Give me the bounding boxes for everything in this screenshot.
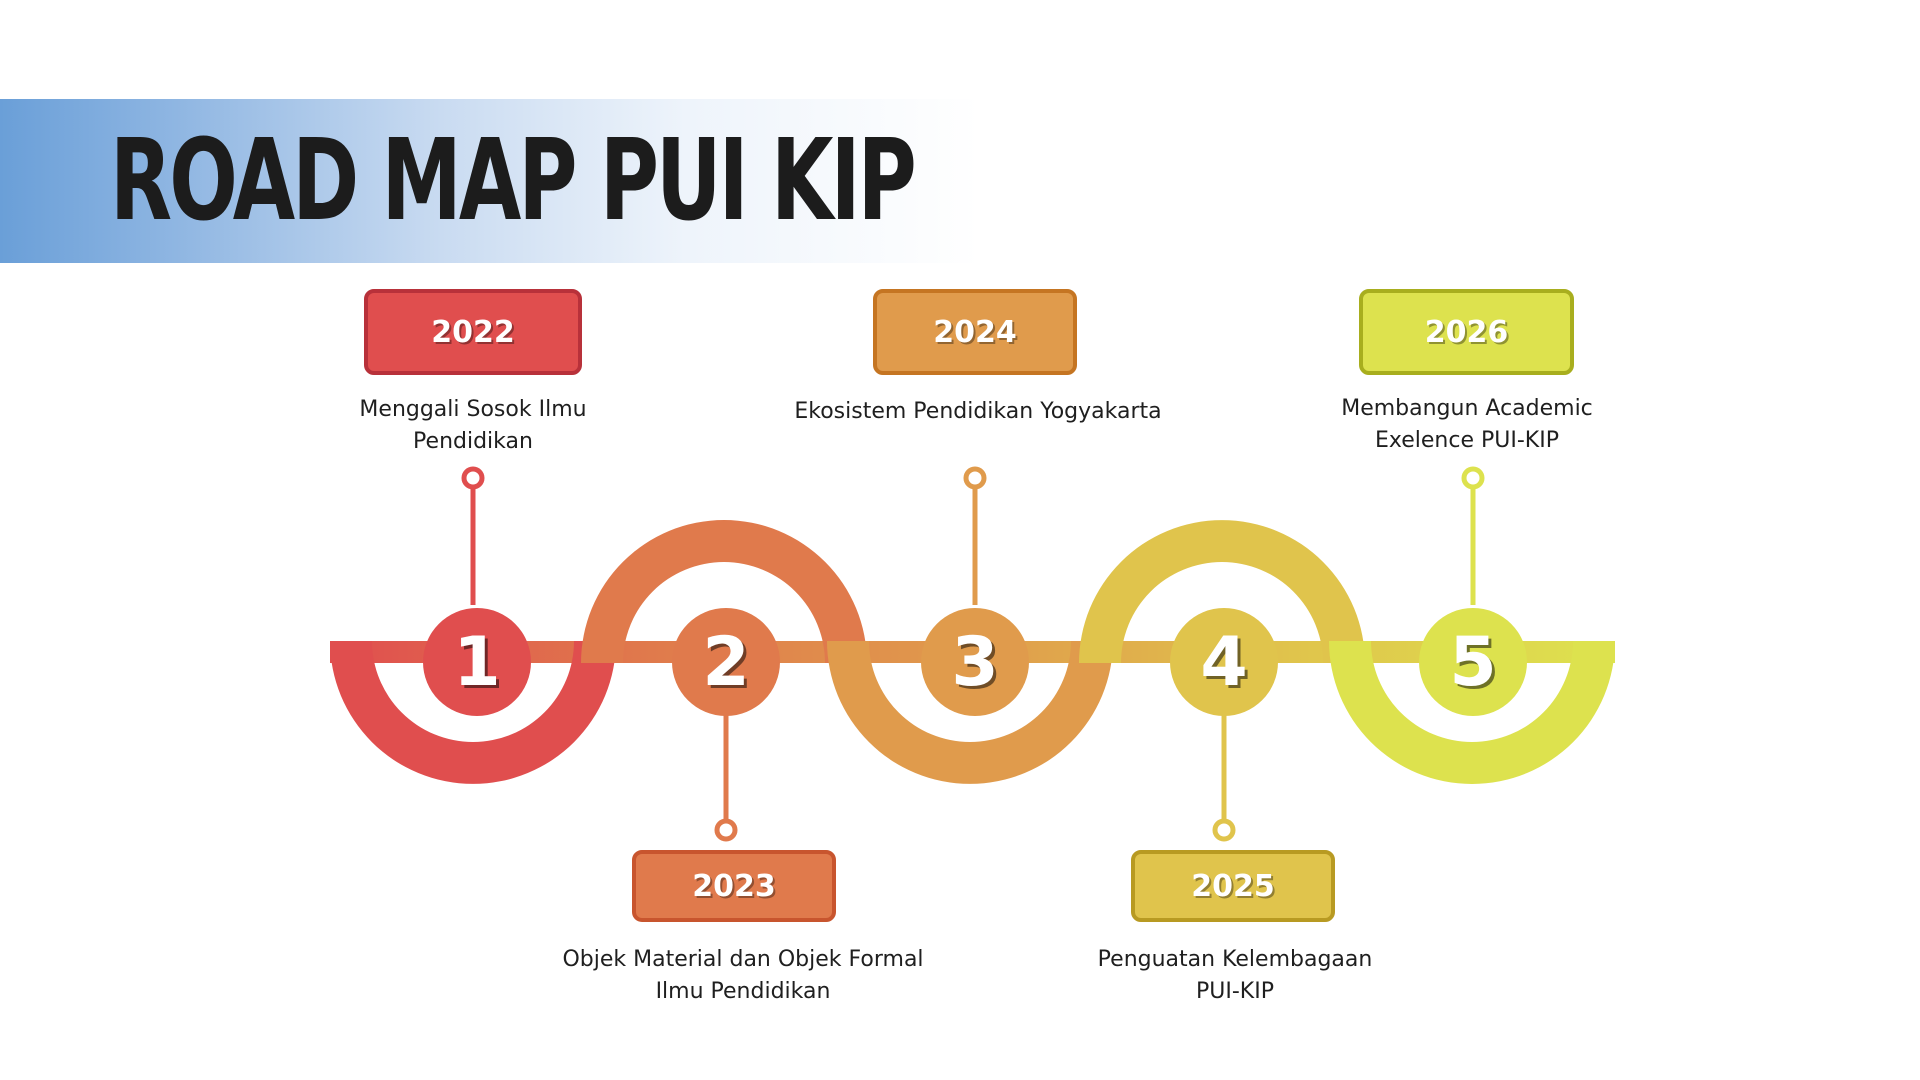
- description-line: Objek Material dan Objek Formal: [562, 947, 924, 972]
- year-badge-2023: 2023: [632, 850, 836, 922]
- road-segment-3: [827, 641, 1113, 784]
- milestone-disc-3: [921, 608, 1029, 716]
- connector-dot-2: [714, 818, 738, 842]
- milestone-disc-5: [1419, 608, 1527, 716]
- year-badge-2024: 2024: [873, 289, 1077, 375]
- milestone-number-5: 5: [1449, 622, 1497, 702]
- milestone-description-3: Ekosistem Pendidikan Yogyakarta: [794, 396, 1161, 428]
- connector-dot-4: [1212, 818, 1236, 842]
- description-line: Penguatan Kelembagaan: [1097, 947, 1373, 972]
- milestone-description-1: Menggali Sosok Ilmu Pendidikan: [359, 394, 586, 458]
- milestone-number-2: 2: [702, 622, 750, 702]
- milestone-number-1: 1: [453, 622, 501, 702]
- milestone-description-5: Membangun Academic Exelence PUI-KIP: [1341, 393, 1593, 457]
- milestone-description-2: Objek Material dan Objek Formal Ilmu Pen…: [562, 944, 923, 1008]
- description-line: Membangun Academic: [1341, 396, 1593, 421]
- year-badge-2022: 2022: [364, 289, 582, 375]
- connector-dot-3: [963, 466, 987, 490]
- year-badge-2025: 2025: [1131, 850, 1335, 922]
- connector-dot-1: [461, 466, 485, 490]
- milestone-description-4: Penguatan Kelembagaan PUI-KIP: [1098, 944, 1373, 1008]
- connector-dot-5: [1461, 466, 1485, 490]
- description-line: Ilmu Pendidikan: [655, 979, 831, 1004]
- road-segment-1: [330, 641, 616, 784]
- milestone-number-3: 3: [951, 622, 999, 702]
- description-line: PUI-KIP: [1196, 979, 1274, 1004]
- milestone-disc-4: [1170, 608, 1278, 716]
- description-line: Pendidikan: [413, 429, 533, 454]
- title-banner: [0, 99, 980, 263]
- description-line: Menggali Sosok Ilmu: [359, 397, 587, 422]
- road-segment-5: [1329, 641, 1615, 784]
- milestone-number-4: 4: [1200, 622, 1248, 702]
- page-title: ROAD MAP PUI KIP: [110, 116, 917, 246]
- description-line: Ekosistem Pendidikan Yogyakarta: [794, 399, 1162, 424]
- road-segment-2: [581, 520, 867, 663]
- description-line: Exelence PUI-KIP: [1375, 428, 1559, 453]
- year-badge-2026: 2026: [1359, 289, 1574, 375]
- milestone-disc-2: [672, 608, 780, 716]
- road-segment-4: [1079, 520, 1365, 663]
- milestone-disc-1: [423, 608, 531, 716]
